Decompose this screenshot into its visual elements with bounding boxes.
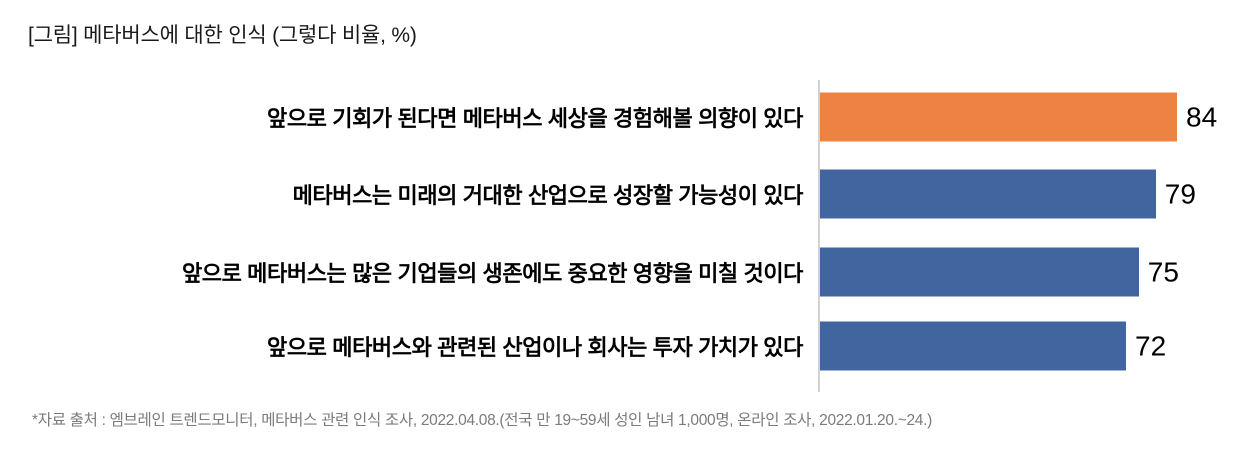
category-label: 앞으로 메타버스는 많은 기업들의 생존에도 중요한 영향을 미칠 것이다 <box>181 261 803 286</box>
category-axis-line <box>818 80 820 392</box>
source-note: *자료 출처 : 엠브레인 트렌드모니터, 메타버스 관련 인식 조사, 202… <box>32 412 932 429</box>
bar-row: 앞으로 메타버스는 많은 기업들의 생존에도 중요한 영향을 미칠 것이다 75 <box>0 233 1250 311</box>
bar-75 <box>820 247 1139 297</box>
plot-area: 앞으로 기회가 된다면 메타버스 세상을 경험해볼 의향이 있다 84 메타버스… <box>0 78 1250 393</box>
bar-79 <box>820 169 1156 219</box>
category-label: 앞으로 메타버스와 관련된 산업이나 회사는 투자 가치가 있다 <box>267 335 803 360</box>
bar-series: 앞으로 기회가 된다면 메타버스 세상을 경험해볼 의향이 있다 84 메타버스… <box>0 78 1250 393</box>
bar-group: 79 <box>820 169 1196 219</box>
bar-row: 앞으로 기회가 된다면 메타버스 세상을 경험해볼 의향이 있다 84 <box>0 78 1250 156</box>
bar-value-label: 75 <box>1147 256 1179 287</box>
bar-value-label: 72 <box>1135 330 1167 361</box>
category-label: 앞으로 기회가 된다면 메타버스 세상을 경험해볼 의향이 있다 <box>267 106 803 131</box>
bar-row: 앞으로 메타버스와 관련된 산업이나 회사는 투자 가치가 있다 72 <box>0 307 1250 385</box>
category-label: 메타버스는 미래의 거대한 산업으로 성장할 가능성이 있다 <box>292 183 804 208</box>
bar-72 <box>820 321 1126 371</box>
bar-group: 75 <box>820 247 1179 297</box>
bar-group: 84 <box>820 92 1218 142</box>
bar-row: 메타버스는 미래의 거대한 산업으로 성장할 가능성이 있다 79 <box>0 155 1250 233</box>
bar-value-label: 84 <box>1186 101 1218 132</box>
bar-value-label: 79 <box>1164 178 1196 209</box>
chart-title: [그림] 메타버스에 대한 인식 (그렇다 비율, %) <box>28 24 417 47</box>
bar-group: 72 <box>820 321 1167 371</box>
bar-84 <box>820 92 1177 142</box>
